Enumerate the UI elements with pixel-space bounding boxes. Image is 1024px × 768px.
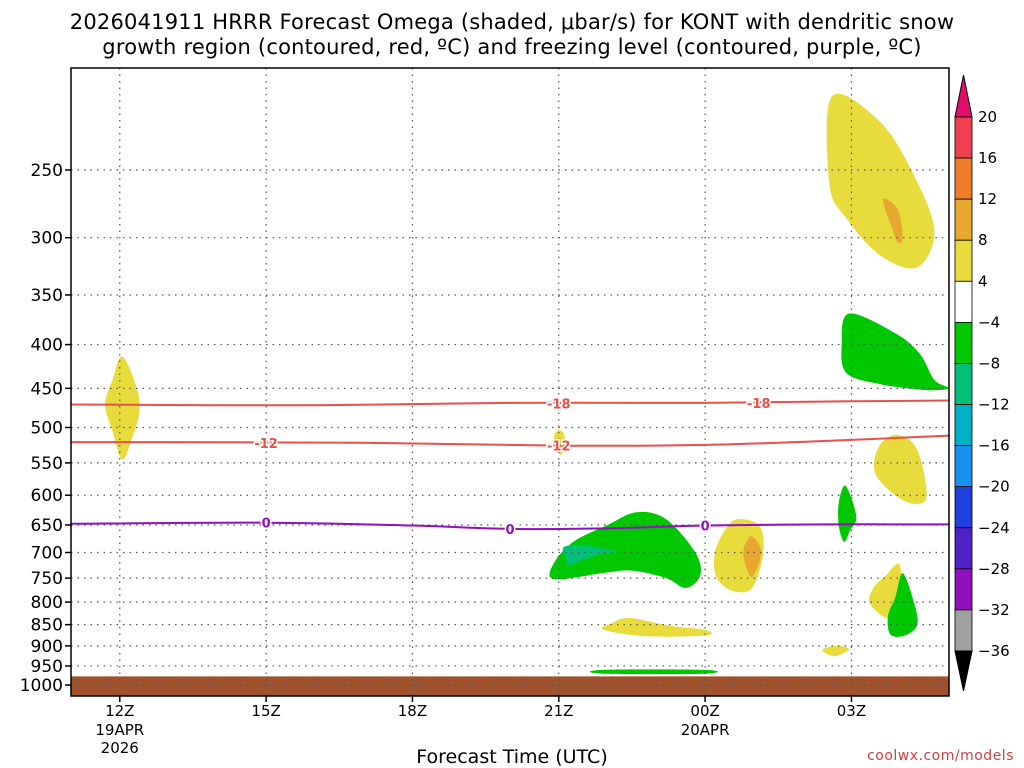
y-tick-label-350: 350 bbox=[31, 286, 63, 306]
colorbar-swatch-2 bbox=[954, 198, 973, 241]
y-tick-label-900: 900 bbox=[31, 637, 63, 657]
y-tick-label-800: 800 bbox=[31, 593, 63, 613]
x-tick-sublabel-00Z: 20APR bbox=[681, 721, 730, 739]
colorbar-bottom-arrow bbox=[954, 650, 973, 692]
omega-region-10 bbox=[838, 485, 857, 542]
y-tick-label-500: 500 bbox=[31, 418, 63, 438]
y-tick-label-550: 550 bbox=[31, 454, 63, 474]
colorbar-swatch-12 bbox=[954, 609, 973, 652]
y-tick-label-250: 250 bbox=[31, 161, 63, 181]
colorbar-swatch-11 bbox=[954, 568, 973, 611]
y-tick-label-400: 400 bbox=[31, 336, 63, 356]
colorbar-swatch-5 bbox=[954, 321, 973, 364]
chart-title-line1: 2026041911 HRRR Forecast Omega (shaded, … bbox=[69, 10, 955, 34]
x-axis-label: Forecast Time (UTC) bbox=[416, 746, 608, 768]
y-tick-label-450: 450 bbox=[31, 379, 63, 399]
omega-region-9 bbox=[743, 536, 762, 578]
colorbar-swatch-3 bbox=[954, 239, 973, 282]
colorbar-swatch-6 bbox=[954, 363, 973, 405]
omega-region-5 bbox=[553, 429, 565, 455]
omega-region-13 bbox=[601, 617, 712, 637]
colorbar-label-8: −16 bbox=[978, 437, 1010, 455]
x-tick-label-00Z: 00Z bbox=[690, 702, 719, 720]
contour-label-1-1: -12 bbox=[547, 440, 571, 455]
x-tick-sublabel-12Z: 19APR bbox=[95, 721, 144, 739]
colorbar-label-2: 12 bbox=[978, 190, 997, 208]
contour-label-1-0: -12 bbox=[254, 437, 278, 452]
colorbar-label-7: −12 bbox=[978, 396, 1010, 414]
colorbar-swatch-1 bbox=[954, 157, 973, 200]
x-tick-label-21Z: 21Z bbox=[544, 702, 573, 720]
credit-text: coolwx.com/models bbox=[867, 748, 1014, 764]
y-tick-label-950: 950 bbox=[31, 657, 63, 677]
omega-region-1 bbox=[826, 93, 935, 269]
x-tick-label-18Z: 18Z bbox=[398, 702, 427, 720]
ground-fill bbox=[71, 676, 949, 696]
colorbar-label-0: 20 bbox=[978, 108, 997, 126]
colorbar-swatch-4 bbox=[954, 280, 973, 323]
colorbar-label-12: −32 bbox=[978, 601, 1010, 619]
omega-region-12 bbox=[887, 573, 918, 637]
y-tick-label-1000: 1000 bbox=[20, 676, 63, 696]
colorbar-swatch-8 bbox=[954, 445, 973, 488]
x-tick-label-15Z: 15Z bbox=[251, 702, 280, 720]
omega-shading bbox=[105, 93, 950, 675]
y-tick-label-850: 850 bbox=[31, 616, 63, 636]
contour-line-2 bbox=[70, 521, 950, 531]
colorbar-swatch-0 bbox=[954, 116, 973, 159]
y-tick-label-300: 300 bbox=[31, 229, 63, 249]
contour-label-2-0: 0 bbox=[262, 517, 271, 532]
colorbar: 20 16 12 8 4 −4 −8 −12 −16 −20 −24 −28 −32 −36 bbox=[954, 74, 1010, 692]
omega-region-7 bbox=[562, 544, 618, 566]
contour-line-0 bbox=[70, 399, 950, 407]
colorbar-label-1: 16 bbox=[978, 149, 997, 167]
x-tick-label-03Z: 03Z bbox=[837, 702, 866, 720]
omega-region-3 bbox=[841, 313, 950, 391]
colorbar-label-4: 4 bbox=[978, 272, 988, 290]
x-tick-label-12Z: 12Z bbox=[105, 702, 134, 720]
y-tick-label-600: 600 bbox=[31, 486, 63, 506]
omega-region-6 bbox=[549, 511, 701, 588]
colorbar-label-11: −28 bbox=[978, 560, 1010, 578]
x-tick-year-12Z: 2026 bbox=[101, 739, 139, 757]
colorbar-top-arrow bbox=[954, 74, 973, 118]
colorbar-label-5: −4 bbox=[978, 313, 1000, 331]
contour-label-0-1: -18 bbox=[747, 397, 771, 412]
plot-frame bbox=[70, 67, 950, 697]
y-tick-label-700: 700 bbox=[31, 544, 63, 564]
ground-rect bbox=[71, 676, 949, 696]
contour-label-2-2: 0 bbox=[701, 520, 710, 535]
omega-region-4 bbox=[873, 434, 927, 504]
colorbar-swatch-7 bbox=[954, 404, 973, 447]
contour-label-0-0: -18 bbox=[547, 398, 571, 413]
chart-title-line2: growth region (contoured, red, ºC) and f… bbox=[102, 35, 922, 59]
omega-region-2 bbox=[882, 198, 903, 244]
contour-label-2-1: 0 bbox=[505, 523, 514, 538]
y-tick-label-650: 650 bbox=[31, 516, 63, 536]
omega-region-14 bbox=[822, 645, 850, 657]
contour-lines: -18 -18 -12 -12 0 0 0 bbox=[70, 395, 950, 539]
omega-region-0 bbox=[105, 356, 140, 460]
y-axis: 2503003504004505005506006507007508008509… bbox=[20, 161, 71, 696]
contour-line-1 bbox=[70, 434, 950, 447]
colorbar-label-3: 8 bbox=[978, 231, 988, 249]
y-tick-label-750: 750 bbox=[31, 569, 63, 589]
colorbar-label-10: −24 bbox=[978, 519, 1010, 537]
grid-lines bbox=[71, 68, 949, 696]
omega-region-15 bbox=[589, 669, 718, 675]
colorbar-label-13: −36 bbox=[978, 642, 1010, 660]
colorbar-swatch-10 bbox=[954, 527, 973, 570]
colorbar-swatch-9 bbox=[954, 486, 973, 529]
colorbar-label-6: −8 bbox=[978, 354, 1000, 372]
colorbar-label-9: −20 bbox=[978, 478, 1010, 496]
